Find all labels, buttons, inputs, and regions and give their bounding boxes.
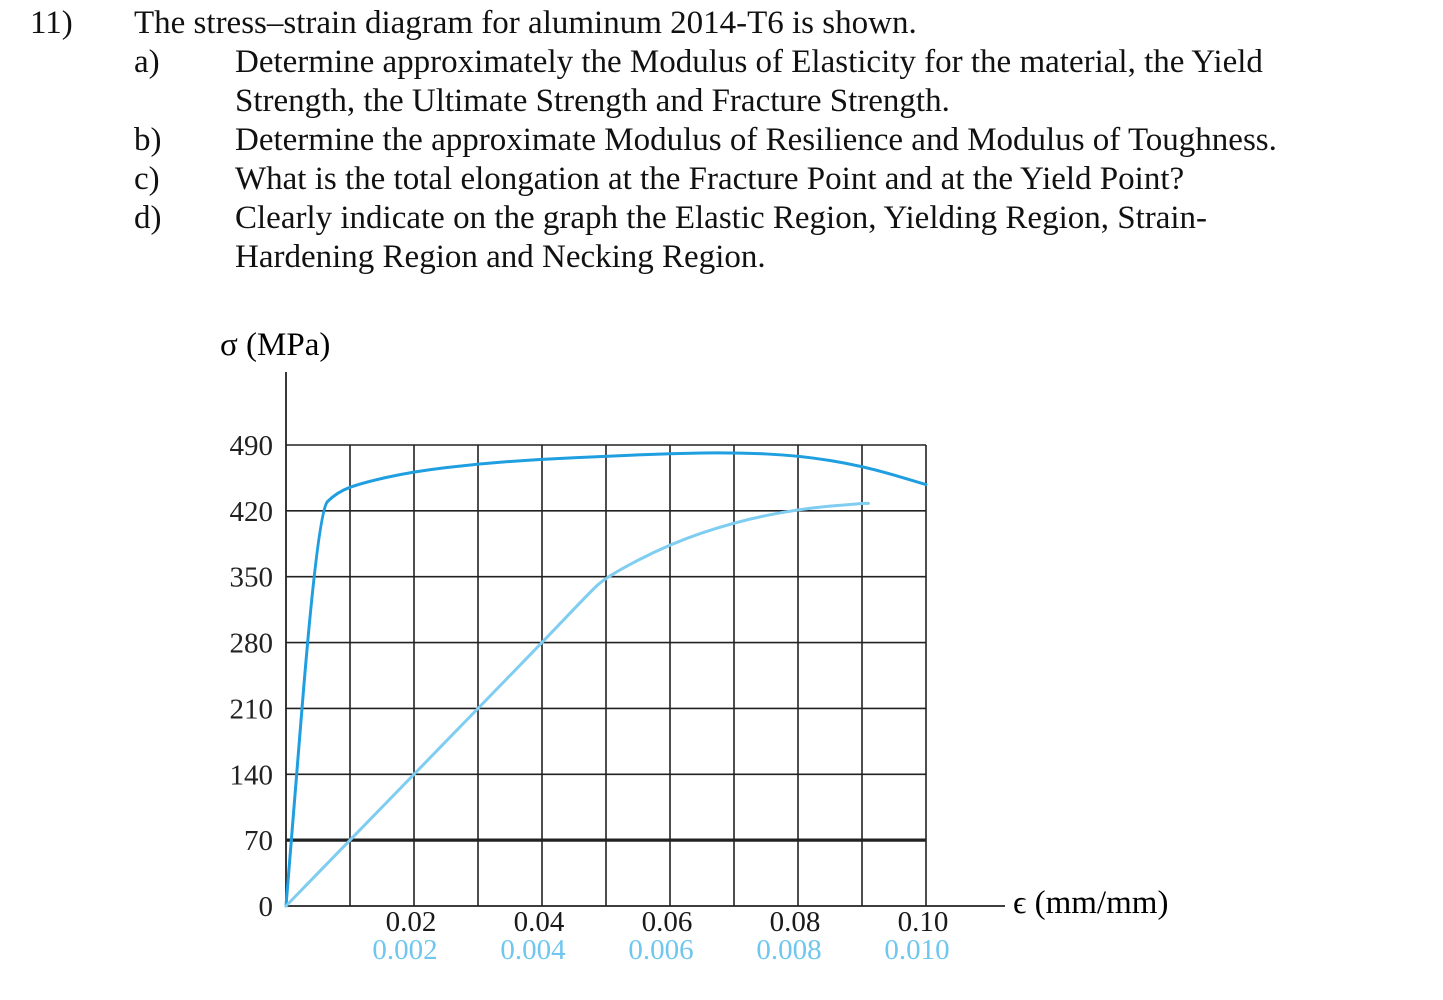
part-d-label: d) xyxy=(134,200,162,236)
x-axis-title: ϵ (mm/mm) xyxy=(1013,885,1168,921)
part-d-line-2: Hardening Region and Necking Region. xyxy=(235,239,766,275)
stress-strain-curve-upper-scale xyxy=(284,451,928,908)
tick-labels: 0 70 140 210 280 350 420 490 0.02 0.04 0.06 0.08 0.1… xyxy=(230,430,950,966)
x-tick-label-upper: 0.08 xyxy=(770,906,821,938)
y-tick-label: 140 xyxy=(230,759,274,791)
y-tick-label: 420 xyxy=(230,496,274,528)
x-tick-label-upper: 0.02 xyxy=(386,906,437,938)
y-tick-label: 490 xyxy=(230,430,274,462)
y-tick-label: 210 xyxy=(230,693,274,725)
part-a-line-1: Determine approximately the Modulus of E… xyxy=(235,44,1263,80)
part-c-line-1: What is the total elongation at the Frac… xyxy=(235,161,1185,197)
y-tick-label: 70 xyxy=(244,825,273,857)
y-tick-label: 0 xyxy=(259,891,274,923)
part-a-line-2: Strength, the Ultimate Strength and Frac… xyxy=(235,83,950,119)
x-tick-label-upper: 0.06 xyxy=(642,906,693,938)
grid xyxy=(286,444,927,906)
question-stem: The stress–strain diagram for aluminum 2… xyxy=(134,5,917,41)
question-number: 11) xyxy=(30,5,73,41)
x-tick-label-lower: 0.008 xyxy=(756,934,821,966)
stress-strain-curve-lower-scale xyxy=(284,501,870,908)
part-d-line-1: Clearly indicate on the graph the Elasti… xyxy=(235,200,1208,236)
x-tick-label-upper: 0.10 xyxy=(898,906,949,938)
part-b-label: b) xyxy=(134,122,162,158)
axes xyxy=(285,372,1005,907)
x-tick-label-lower: 0.006 xyxy=(628,934,693,966)
y-axis-title: σ (MPa) xyxy=(220,327,330,363)
x-tick-label-lower: 0.004 xyxy=(500,934,566,966)
part-a-label: a) xyxy=(134,44,160,80)
x-tick-label-upper: 0.04 xyxy=(514,906,565,938)
y-tick-label: 350 xyxy=(230,562,274,594)
part-c-label: c) xyxy=(134,161,160,197)
y-tick-label: 280 xyxy=(230,628,274,660)
x-tick-label-lower: 0.002 xyxy=(372,934,437,966)
x-tick-label-lower: 0.010 xyxy=(884,934,949,966)
part-b-line-1: Determine the approximate Modulus of Res… xyxy=(235,122,1277,158)
series-curves xyxy=(284,451,928,908)
